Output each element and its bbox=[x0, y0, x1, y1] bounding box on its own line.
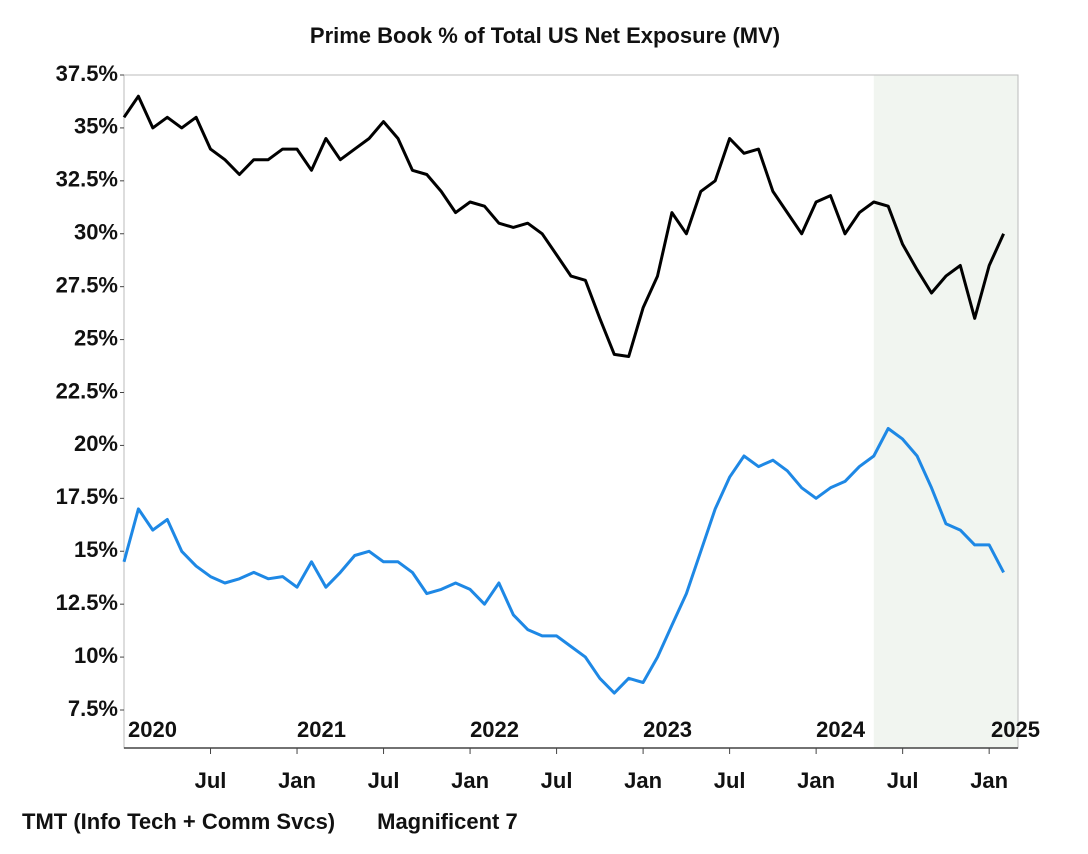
line-series bbox=[122, 94, 1005, 358]
year-label: 2023 bbox=[643, 717, 692, 742]
x-tick-label: Jul bbox=[887, 768, 919, 793]
year-label: 2024 bbox=[816, 717, 866, 742]
x-tick-label: Jul bbox=[195, 768, 227, 793]
line-series bbox=[122, 427, 1005, 695]
x-tick-label: Jan bbox=[451, 768, 489, 793]
y-tick-label: 12.5% bbox=[56, 590, 118, 615]
legend-entry: TMT (Info Tech + Comm Svcs) bbox=[22, 809, 335, 834]
shaded-region bbox=[873, 75, 1018, 748]
x-tick-label: Jul bbox=[714, 768, 746, 793]
y-tick-label: 10% bbox=[74, 643, 118, 668]
y-tick-label: 17.5% bbox=[56, 484, 118, 509]
y-tick-label: 32.5% bbox=[56, 167, 118, 192]
chart-title: Prime Book % of Total US Net Exposure (M… bbox=[310, 23, 780, 48]
y-tick-label: 35% bbox=[74, 114, 118, 139]
y-tick-label: 27.5% bbox=[56, 272, 118, 297]
year-label: 2025 bbox=[991, 717, 1040, 742]
y-tick-label: 30% bbox=[74, 220, 118, 245]
y-tick-label: 7.5% bbox=[68, 696, 118, 721]
year-label: 2022 bbox=[470, 717, 519, 742]
legend-entry: Magnificent 7 bbox=[377, 809, 518, 834]
x-tick-label: Jan bbox=[278, 768, 316, 793]
x-tick-label: Jan bbox=[624, 768, 662, 793]
x-tick-label: Jan bbox=[970, 768, 1008, 793]
year-label: 2021 bbox=[297, 717, 346, 742]
x-tick-label: Jan bbox=[797, 768, 835, 793]
year-label: 2020 bbox=[128, 717, 177, 742]
y-tick-label: 25% bbox=[74, 325, 118, 350]
y-tick-label: 22.5% bbox=[56, 378, 118, 403]
y-tick-label: 37.5% bbox=[56, 61, 118, 86]
x-tick-label: Jul bbox=[368, 768, 400, 793]
y-tick-label: 20% bbox=[74, 431, 118, 456]
x-tick-label: Jul bbox=[541, 768, 573, 793]
y-tick-label: 15% bbox=[74, 537, 118, 562]
